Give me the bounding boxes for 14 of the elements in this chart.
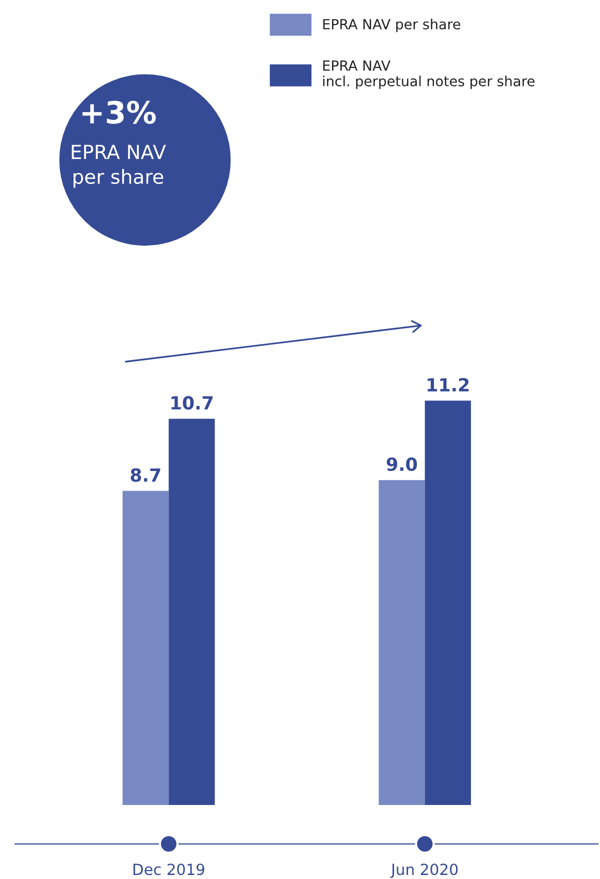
x-tick-label: Dec 2019 <box>134 864 204 876</box>
data-label: 8.7 <box>130 468 160 482</box>
x-tick-label: Jun 2020 <box>390 864 458 878</box>
legend-label: EPRA NAV incl. perpetual notes per share <box>323 60 535 90</box>
bar <box>424 400 471 805</box>
bar <box>122 490 169 805</box>
data-label: 9.0 <box>386 457 417 472</box>
text: +3% <box>82 100 156 124</box>
data-label: 10.7 <box>172 396 213 410</box>
bar <box>378 480 425 805</box>
bar <box>168 418 215 805</box>
legend-label: EPRA NAV per share <box>323 18 460 32</box>
data-label: 11.2 <box>428 378 469 392</box>
text: EPRA NAV per share <box>72 144 166 188</box>
